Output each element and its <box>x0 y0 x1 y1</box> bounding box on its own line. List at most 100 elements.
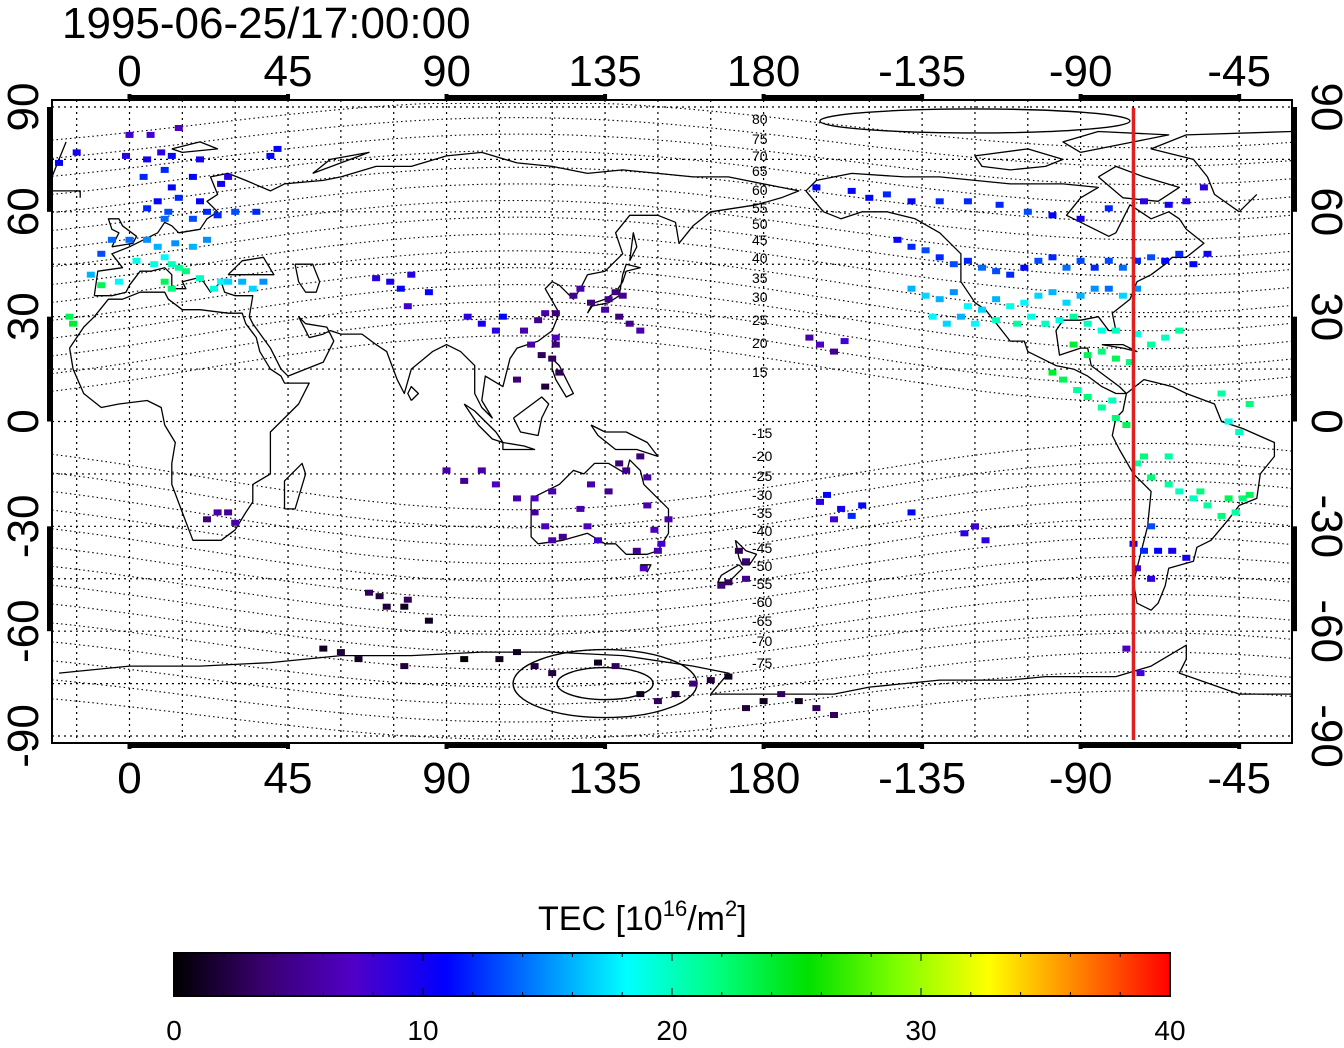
tec-point <box>259 278 268 285</box>
mlat-contour <box>52 133 1292 186</box>
tec-point <box>403 303 412 310</box>
mlat-contour <box>52 555 1292 618</box>
colorbar-title: TEC [1016/m2] <box>538 896 747 938</box>
tec-point <box>548 537 557 544</box>
tec-point <box>174 125 183 131</box>
tec-point <box>1104 257 1113 264</box>
tec-point <box>143 156 152 163</box>
tec-point <box>963 198 972 205</box>
tec-point <box>513 495 521 502</box>
tec-point <box>734 547 743 554</box>
tec-point <box>706 677 715 684</box>
tec-point <box>153 243 162 250</box>
tec-point <box>847 512 856 519</box>
mlat-label: -40 <box>752 523 772 539</box>
tec-point <box>594 659 602 666</box>
mlat-contour <box>52 216 1292 277</box>
tec-point <box>491 327 500 334</box>
tec-point <box>639 565 648 572</box>
mlat-pole-ring <box>556 666 654 701</box>
tec-point <box>805 334 814 341</box>
tec-point <box>1203 502 1212 509</box>
colorbar-tick-label: 20 <box>656 1015 687 1046</box>
y-axis-band <box>47 526 52 632</box>
tec-point <box>442 467 451 474</box>
tec-point <box>978 306 986 313</box>
tec-point <box>1041 320 1050 327</box>
x-tick-mark <box>286 743 291 749</box>
tec-point <box>558 533 567 540</box>
tec-point <box>794 698 803 705</box>
tec-point <box>1235 429 1244 435</box>
tec-point <box>1175 250 1184 257</box>
colorbar-tick-label: 10 <box>407 1015 438 1046</box>
tec-point <box>1224 418 1233 425</box>
tec-point <box>167 261 176 268</box>
tec-point <box>636 453 645 460</box>
tec-point <box>615 313 624 320</box>
x-tick-mark <box>920 94 925 100</box>
tec-point <box>1147 254 1156 261</box>
tec-point <box>273 145 282 152</box>
tec-point <box>671 691 680 698</box>
tec-point <box>495 656 504 663</box>
mlat-contour <box>52 233 1292 296</box>
tec-point <box>224 278 233 285</box>
tec-point <box>224 173 233 180</box>
mlat-label: -55 <box>752 576 772 592</box>
tec-point <box>424 617 433 624</box>
tec-point <box>907 243 916 250</box>
coastline <box>407 385 420 401</box>
x-axis-band <box>446 95 606 100</box>
tec-point <box>97 282 106 289</box>
mlat-contour <box>52 183 1292 241</box>
coastline <box>1097 165 1180 202</box>
tec-point <box>491 481 500 488</box>
tec-point <box>1097 327 1106 334</box>
y-tick-label-right: -30 <box>1302 495 1344 559</box>
tec-point <box>1090 285 1099 292</box>
y-axis-band <box>1292 316 1297 422</box>
tec-point <box>555 369 564 376</box>
x-tick-label-bottom: 90 <box>422 754 471 803</box>
tec-point <box>971 320 979 327</box>
x-tick-label-top: -45 <box>1207 47 1271 96</box>
tec-point <box>143 205 152 212</box>
tec-point <box>1133 565 1141 572</box>
coastline <box>52 130 1292 213</box>
tec-point <box>1118 264 1127 271</box>
y-tick-label-right: 90 <box>1302 83 1344 132</box>
x-tick-label-top: -90 <box>1049 47 1113 96</box>
tec-point <box>1122 645 1131 652</box>
tec-point <box>1164 453 1173 460</box>
y-tick-label-left: 0 <box>0 409 48 433</box>
tec-point <box>816 341 824 348</box>
y-axis-band <box>1292 526 1297 632</box>
tec-point <box>1006 303 1015 310</box>
tec-point <box>365 589 373 596</box>
tec-point <box>167 184 176 191</box>
tec-point <box>372 275 381 282</box>
tec-point <box>1111 327 1120 334</box>
tec-point <box>463 313 472 320</box>
tec-point <box>460 656 469 663</box>
coastline <box>512 396 550 437</box>
mlat-contour <box>52 267 1292 332</box>
mlat-label: -35 <box>752 505 772 521</box>
timestamp-title: 1995-06-25/17:00:00 <box>62 0 471 48</box>
tec-point <box>541 310 550 317</box>
tec-point <box>622 467 631 474</box>
tec-point <box>541 383 550 390</box>
tec-point <box>830 348 838 355</box>
tec-point <box>548 355 557 362</box>
tec-point <box>196 198 204 205</box>
mlat-label: 25 <box>752 312 768 328</box>
tec-point <box>160 215 169 222</box>
frame-ticks <box>47 94 1297 749</box>
tec-point <box>1196 488 1205 495</box>
tec-point <box>1111 415 1120 421</box>
tec-point <box>921 247 930 254</box>
tec-point <box>139 173 148 180</box>
tec-point <box>125 236 134 243</box>
